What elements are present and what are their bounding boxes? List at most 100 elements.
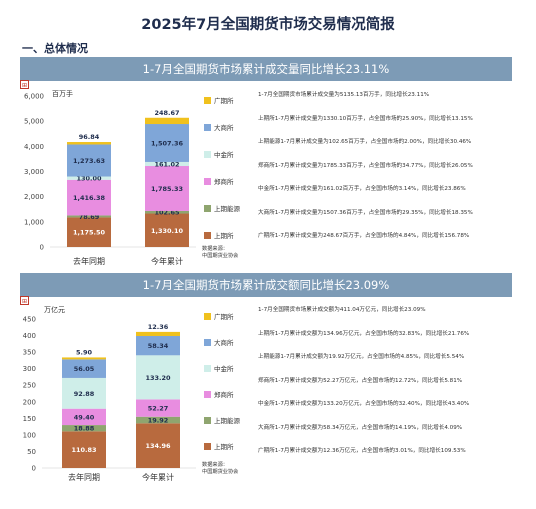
bar-segment [62,359,106,378]
bar-segment [62,377,106,409]
source-label: 数据来源： [202,462,228,468]
y-tick-label: 3,000 [24,168,44,176]
data-label: 96.84 [79,133,100,141]
volume-chart: 0 1,000 2,000 3,000 4,000 5,000 6,000 1,175.50 7… [24,93,196,266]
volume-source: 数据来源： 中国期货业协会 [202,246,238,260]
bar-segment [67,142,111,145]
legend-item: 广期所 [204,95,234,105]
legend-label: 郑商所 [214,178,234,186]
y-tick-label: 300 [23,365,36,373]
bar-segment [62,425,106,432]
data-label: 78.69 [79,213,100,221]
note-text: 郑商所1-7月累计成交额为52.27万亿元，占全国市场的12.72%，同比增长5… [258,377,463,384]
note-text: 1-7月全国期货市场累计成交额为411.04万亿元，同比增长23.09% [258,307,426,313]
legend-item: 上期所 [204,441,234,451]
bar-segment [145,213,189,247]
volume-banner: 1-7月全国期货市场累计成交量同比增长23.11% [20,57,512,81]
legend-swatch [204,338,211,346]
data-label: 52.27 [148,405,169,413]
legend-swatch [204,150,211,158]
legend-label: 上期所 [214,443,234,451]
note-text: 上期能源1-7月累计成交量为102.65百万手，占全国市场的2.00%，同比增长… [258,139,472,145]
bar-segment [136,416,180,424]
source-org: 中国期货业协会 [202,469,239,475]
legend-swatch [204,312,211,320]
legend-item: 广期所 [204,311,234,321]
volume-unit-label: 百万手 [52,90,73,98]
note-text: 中金所1-7月累计成交量为161.02百万手，占全国市场的3.14%，同比增长2… [258,186,466,192]
bar-segment [145,210,189,214]
data-label: 58.34 [148,342,169,350]
data-label: 12.36 [148,323,169,331]
y-tick-label: 350 [23,349,36,357]
turnover-unit-label: 万亿元 [44,306,65,314]
data-label: 1,330.10 [151,227,184,235]
legend-label: 上期能源 [214,205,240,213]
data-label: 5.90 [76,348,93,356]
y-tick-label: 5,000 [24,118,44,126]
data-label: 1,785.33 [151,185,183,193]
source-label: 数据来源： [202,246,228,252]
bar-segment [67,176,111,180]
note-text: 广期所1-7月累计成交量为248.67百万手，占全国市场的4.84%，同比增长1… [258,233,470,239]
legend-swatch [204,204,211,212]
legend-label: 上期能源 [214,417,240,425]
y-tick-label: 250 [23,382,36,390]
page-title: 2025年7月全国期货市场交易情况简报 [141,17,395,33]
bar-segment [136,335,180,356]
data-label: 161.02 [154,160,179,168]
x-category-label: 去年同期 [68,472,100,482]
legend-label: 上期所 [214,232,234,240]
turnover-source: 数据来源： 中国期货业协会 [202,462,238,476]
y-tick-label: 150 [23,415,36,423]
legend-item: 上期能源 [204,203,240,213]
bar-segment [62,357,106,360]
turnover-chart: 0 50 100 150 200 250 300 350 400 450 110.83 18.88 49… [23,316,196,482]
marker-icon: ⊞ [20,80,29,89]
legend-label: 大商所 [214,339,234,347]
y-tick-label: 50 [27,448,36,456]
data-label: 134.96 [145,442,171,450]
bar-segment [67,215,111,218]
note-text: 大商所1-7月累计成交量为1507.36百万手，占全国市场的29.35%，同比增… [258,209,473,216]
bar-segment [136,399,180,417]
data-label: 1,273.63 [73,157,105,165]
turnover-banner: 1-7月全国期货市场累计成交额同比增长23.09% [20,273,512,297]
legend-label: 中金所 [214,151,234,159]
x-category-label: 去年同期 [73,256,105,266]
legend-swatch [204,96,211,104]
legend-swatch [204,123,211,131]
legend-item: 大商所 [204,337,234,347]
bar-segment [67,217,111,247]
legend-item: 上期所 [204,230,234,240]
bar-segment [62,408,106,426]
note-text: 1-7月全国期货市场累计成交量为5135.13百万手，同比增长23.11% [258,92,430,98]
note-text: 上期所1-7月累计成交量为1330.10百万手，占全国市场的25.90%，同比增… [258,115,473,122]
data-label: 19.92 [148,417,169,425]
legend-item: 上期能源 [204,415,240,425]
legend-label: 广期所 [214,97,234,105]
bar-segment [136,355,180,400]
bar-segment [67,179,111,216]
legend-item: 中金所 [204,149,234,159]
data-label: 130.00 [76,175,102,183]
y-tick-label: 0 [32,465,36,473]
note-text: 大商所1-7月累计成交额为58.34万亿元，占全国市场的14.19%，同比增长4… [258,424,463,431]
note-text: 郑商所1-7月累计成交量为1785.33百万手，占全国市场的34.77%，同比增… [258,162,473,169]
data-label: 56.05 [74,365,95,373]
legend-swatch [204,390,211,398]
data-label: 133.20 [145,374,171,382]
source-org: 中国期货业协会 [202,253,239,259]
y-tick-label: 200 [23,398,36,406]
legend-item: 郑商所 [204,389,234,399]
legend-item: 郑商所 [204,176,234,186]
legend-swatch [204,177,211,185]
data-label: 1,175.50 [73,229,106,237]
bar-segment [136,331,180,336]
bar-segment [145,166,189,211]
data-label: 248.67 [154,109,179,117]
y-tick-label: 450 [23,316,36,324]
legend-label: 大商所 [214,124,234,132]
y-tick-label: 4,000 [24,143,44,151]
bar-segment [145,161,189,167]
